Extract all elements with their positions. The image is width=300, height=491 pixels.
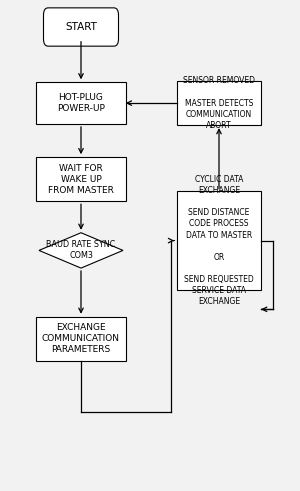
- Text: SENSOR REMOVED

MASTER DETECTS
COMMUNICATION
ABORT: SENSOR REMOVED MASTER DETECTS COMMUNICAT…: [183, 77, 255, 130]
- Text: START: START: [65, 22, 97, 32]
- Text: HOT-PLUG
POWER-UP: HOT-PLUG POWER-UP: [57, 93, 105, 113]
- FancyBboxPatch shape: [36, 82, 126, 124]
- Text: WAIT FOR
WAKE UP
FROM MASTER: WAIT FOR WAKE UP FROM MASTER: [48, 164, 114, 195]
- FancyBboxPatch shape: [44, 8, 118, 46]
- Text: CYCLIC DATA
EXCHANGE

SEND DISTANCE
CODE PROCESS
DATA TO MASTER

OR

SEND REQUES: CYCLIC DATA EXCHANGE SEND DISTANCE CODE …: [184, 175, 254, 306]
- FancyBboxPatch shape: [36, 317, 126, 361]
- FancyBboxPatch shape: [177, 81, 261, 125]
- FancyBboxPatch shape: [177, 191, 261, 290]
- Text: EXCHANGE
COMMUNICATION
PARAMETERS: EXCHANGE COMMUNICATION PARAMETERS: [42, 323, 120, 355]
- Text: BAUD RATE SYNC
COM3: BAUD RATE SYNC COM3: [46, 241, 116, 260]
- FancyBboxPatch shape: [36, 157, 126, 201]
- Polygon shape: [39, 233, 123, 268]
